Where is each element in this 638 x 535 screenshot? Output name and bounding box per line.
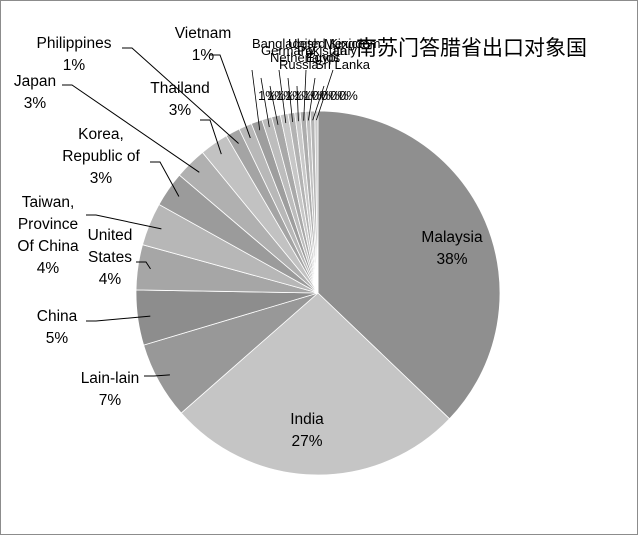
label-japan: Japan 3% xyxy=(14,73,56,112)
leader-egypt xyxy=(303,69,307,121)
label-pakistan: Pakistan 1% xyxy=(297,43,347,103)
leader-netherlands xyxy=(269,85,279,125)
leader-united-states xyxy=(136,261,151,270)
pie-slices xyxy=(135,110,501,476)
leader-russia xyxy=(278,69,287,124)
label-bangladesh: Bangladesh 1% xyxy=(252,36,321,103)
leader-taiwan-province-of-china xyxy=(86,214,162,230)
label-netherlands: Netherlands 1% xyxy=(270,50,341,103)
label-thailand: Thailand 3% xyxy=(150,80,209,119)
label-germany: Germany 1% xyxy=(261,43,315,103)
leader-china xyxy=(86,315,151,322)
label-taiwan-province-of-china: Taiwan, Province Of China 4% xyxy=(17,194,79,277)
leader-lain-lain xyxy=(144,374,170,377)
label-mexico: Mexico 0% xyxy=(324,36,365,103)
label-vietnam: Vietnam 1% xyxy=(175,25,232,64)
leader-united-kingdom xyxy=(287,77,293,123)
leader-pakistan xyxy=(296,85,299,122)
leader-italy xyxy=(316,69,334,121)
leader-vietnam xyxy=(210,54,251,139)
label-united-kingdom: United Kingdom 1% xyxy=(288,36,381,103)
leader-korea-republic-of xyxy=(150,161,180,197)
leader-thailand xyxy=(200,119,222,155)
label-russia: Russia 1% xyxy=(279,57,320,103)
label-korea-republic-of: Korea, Republic of 3% xyxy=(62,126,140,187)
label-malaysia: Malaysia 38% xyxy=(421,229,483,268)
leader-sri-lanka xyxy=(308,77,316,121)
leader-mexico xyxy=(312,85,325,121)
leader-bangladesh xyxy=(251,69,261,131)
label-philippines: Philippines 1% xyxy=(37,35,112,74)
label-india: India 27% xyxy=(290,411,324,450)
leader-philippines xyxy=(122,47,239,144)
slice-malaysia xyxy=(317,110,501,420)
label-china: China 5% xyxy=(37,308,78,347)
leader-germany xyxy=(260,77,270,128)
label-lain-lain: Lain-lain 7% xyxy=(81,370,140,409)
label-sri-lanka: Sri Lanka 0% xyxy=(315,57,371,103)
label-egypt: Egypt 0% xyxy=(306,50,340,103)
leader-japan xyxy=(62,84,200,173)
label-italy: Italy 0% xyxy=(333,43,358,103)
chart-title: 南苏门答腊省出口对象国 xyxy=(356,36,587,60)
label-united-states: United States 4% xyxy=(88,227,133,288)
slice-italy xyxy=(314,110,319,294)
slice-india xyxy=(180,292,451,476)
leader-lines xyxy=(62,47,334,377)
slice-labels: Malaysia 38% India 27% Lain-lain 7%China 5% Uni… xyxy=(14,25,483,450)
